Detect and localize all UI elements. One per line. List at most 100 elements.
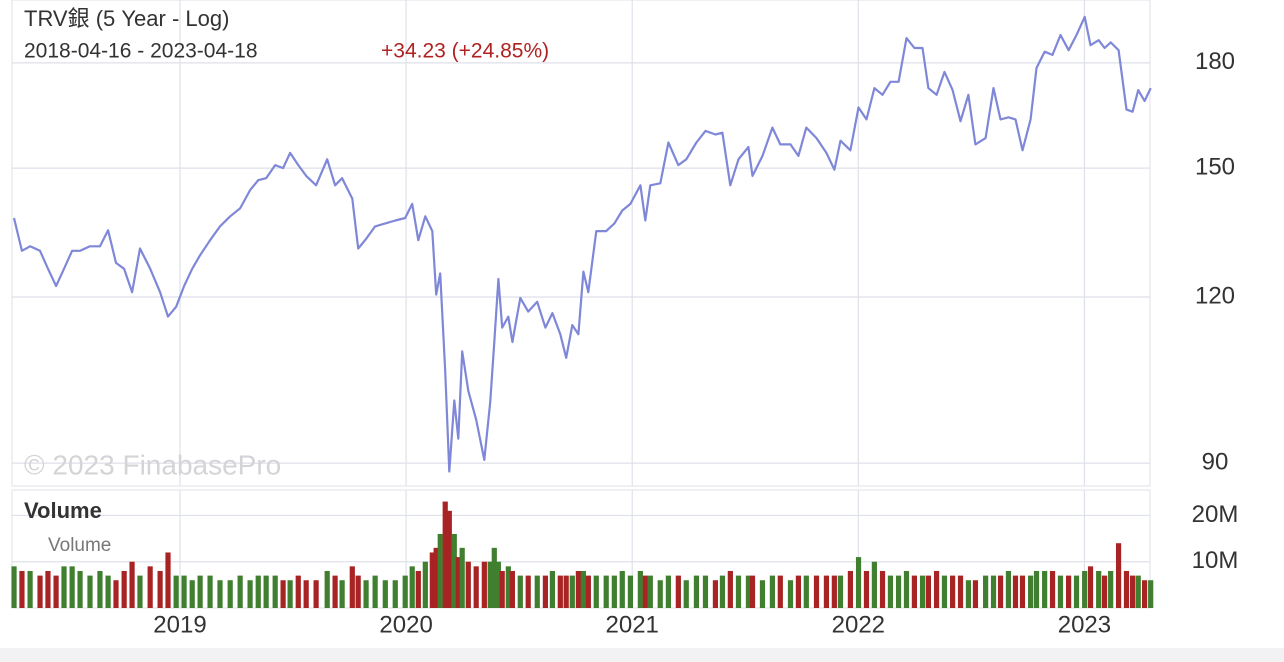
volume-bar — [339, 580, 345, 608]
volume-bar — [777, 575, 783, 608]
volume-bar — [911, 575, 917, 608]
volume-bar — [429, 552, 435, 608]
volume-bar — [446, 510, 452, 608]
volume-bar — [563, 575, 569, 608]
volume-bar — [437, 533, 443, 608]
chart-title: TRV銀 (5 Year - Log) — [24, 6, 229, 31]
volume-bar — [745, 575, 752, 608]
volume-bar — [247, 580, 253, 608]
volume-bar — [950, 575, 956, 608]
volume-bar — [487, 561, 493, 608]
volume-bar — [303, 580, 309, 608]
volume-bar — [272, 575, 278, 608]
volume-bar — [495, 561, 501, 608]
volume-bar — [603, 575, 609, 608]
volume-bar — [903, 570, 910, 608]
volume-bar — [525, 575, 531, 608]
volume-bar — [813, 575, 820, 608]
volume-bar — [442, 501, 448, 608]
volume-bar — [702, 575, 709, 608]
volume-bar — [505, 566, 511, 608]
volume-bar — [433, 547, 439, 608]
volume-bar — [147, 566, 153, 608]
volume-bar — [847, 570, 854, 608]
volume-bar — [787, 580, 794, 608]
volume-bar — [465, 561, 471, 608]
volume-bar — [455, 557, 461, 608]
volume-bar — [37, 575, 43, 608]
y-tick-label: 150 — [1195, 153, 1235, 180]
date-range: 2018-04-16 - 2023-04-18 — [24, 40, 258, 63]
volume-bar — [919, 575, 926, 608]
volume-bar — [549, 570, 555, 608]
volume-bar — [637, 570, 643, 608]
volume-bar — [45, 570, 51, 608]
price-panel — [11, 0, 1151, 487]
volume-bar — [983, 575, 989, 608]
price-line — [12, 15, 1152, 473]
volume-bar — [1135, 575, 1141, 608]
volume-bar — [887, 575, 894, 608]
volume-bar — [77, 570, 83, 608]
volume-bar — [363, 580, 369, 608]
volume-bar — [53, 575, 59, 608]
x-tick-label: 2019 — [153, 611, 206, 638]
volume-bar — [879, 570, 886, 608]
volume-bar — [1028, 575, 1034, 608]
volume-bar — [1148, 580, 1154, 608]
volume-bar — [972, 580, 979, 608]
volume-bar — [837, 575, 844, 608]
volume-bar — [683, 580, 689, 608]
volume-bar — [542, 575, 548, 608]
volume-bar — [749, 575, 756, 608]
volume-bar — [173, 575, 179, 608]
volume-bar — [727, 570, 733, 608]
volume-bar — [1096, 570, 1102, 608]
volume-bar — [593, 575, 599, 608]
volume-bar — [287, 580, 293, 608]
volume-bar — [1087, 566, 1094, 608]
volume-bar — [712, 580, 719, 608]
volume-bar — [693, 575, 700, 608]
volume-bar — [459, 547, 465, 608]
volume-bar — [665, 575, 671, 608]
volume-bar — [295, 575, 301, 608]
volume-bar — [11, 566, 17, 608]
volume-bar — [157, 570, 163, 608]
volume-bar — [1049, 570, 1056, 608]
volume-bar — [1115, 543, 1122, 608]
volume-bar — [1082, 570, 1088, 608]
volume-bar — [1005, 570, 1012, 608]
volume-bar — [137, 575, 143, 608]
volume-bar — [313, 580, 319, 608]
volume-bar — [189, 580, 195, 608]
x-tick-label: 2022 — [832, 611, 885, 638]
volume-bar — [1042, 570, 1048, 608]
volume-bar — [382, 580, 388, 608]
volume-bar — [941, 575, 948, 608]
volume-bar — [217, 580, 223, 608]
grid — [12, 0, 1150, 608]
volume-bar — [473, 566, 479, 608]
legend-entry: Volume — [48, 535, 111, 556]
volume-bar — [27, 570, 33, 608]
volume-bar — [803, 575, 809, 608]
y2-tick-label: 20M — [1192, 501, 1239, 528]
volume-bar — [491, 547, 497, 608]
y-tick-label: 180 — [1195, 48, 1235, 75]
volume-bar — [863, 570, 870, 608]
volume-bar — [402, 575, 408, 608]
volume-bar — [87, 575, 93, 608]
volume-bar — [534, 575, 540, 608]
volume-bar — [627, 575, 634, 608]
volume-bar — [580, 570, 586, 608]
volume-bar — [207, 575, 213, 608]
volume-bar — [1123, 570, 1130, 608]
volume-bar — [349, 566, 355, 608]
volume-bar — [422, 561, 428, 608]
volume-bar — [795, 575, 802, 608]
volume-bar — [113, 580, 119, 608]
volume-bar — [332, 575, 338, 608]
